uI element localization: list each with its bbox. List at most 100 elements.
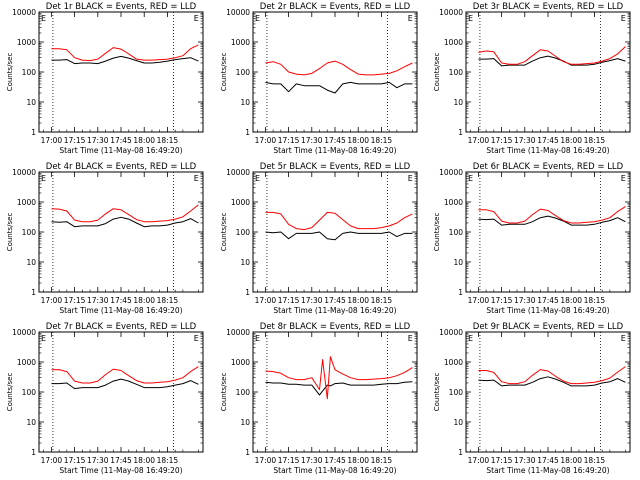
lld-series-line: [478, 206, 626, 224]
plot-frame: [38, 331, 204, 453]
y-tick-label: 10000: [439, 328, 463, 337]
x-axis-label: Start Time (11-May-08 16:49:20): [59, 466, 182, 475]
x-tick-label: 17:15: [278, 456, 300, 465]
x-tick-label: 17:30: [301, 456, 323, 465]
y-tick-label: 100: [236, 388, 251, 397]
x-tick-label: 17:30: [301, 136, 323, 145]
panel-det-6: Det 6r BLACK = Events, RED = LLD 1 10 100 10…: [433, 162, 631, 315]
corner-mark-right: E: [408, 334, 413, 343]
x-tick-label: 17:30: [514, 136, 536, 145]
x-tick-label: 17:15: [64, 136, 86, 145]
corner-mark-right: E: [408, 174, 413, 183]
y-tick-label: 1000: [444, 38, 463, 47]
y-tick-label: 10: [453, 258, 463, 267]
x-tick-label: 17:00: [468, 296, 490, 305]
x-tick-label: 17:45: [537, 456, 559, 465]
x-tick-label: 18:00: [347, 296, 369, 305]
events-series-line: [265, 81, 413, 94]
panel-title: Det 5r BLACK = Events, RED = LLD: [260, 162, 411, 172]
corner-mark-right: E: [194, 14, 199, 23]
y-tick-label: 1000: [17, 198, 36, 207]
panel-title: Det 2r BLACK = Events, RED = LLD: [260, 2, 411, 12]
y-tick-label: 1: [31, 288, 36, 297]
corner-mark-left: E: [468, 334, 473, 343]
corner-mark-left: E: [255, 174, 260, 183]
x-tick-label: 17:30: [301, 296, 323, 305]
panel-det-3: Det 3r BLACK = Events, RED = LLD 1 10 100 10…: [433, 2, 631, 155]
x-tick-label: 17:45: [110, 296, 132, 305]
y-tick-label: 1000: [231, 38, 250, 47]
x-tick-label: 18:00: [560, 136, 582, 145]
corner-mark-right: E: [194, 334, 199, 343]
plot-frame: [465, 331, 631, 453]
corner-mark-left: E: [41, 14, 46, 23]
y-tick-label: 1: [31, 128, 36, 137]
x-tick-label: 17:15: [491, 456, 513, 465]
x-tick-label: 17:30: [87, 456, 109, 465]
x-tick-label: 17:30: [87, 296, 109, 305]
panel-det-7: Det 7r BLACK = Events, RED = LLD 1 10 100 10…: [6, 322, 204, 475]
y-tick-label: 10: [453, 98, 463, 107]
x-tick-label: 18:15: [371, 456, 393, 465]
x-tick-label: 17:00: [468, 456, 490, 465]
y-axis-label: Counts/sec: [6, 53, 14, 92]
x-tick-label: 18:15: [157, 296, 179, 305]
lld-series-line: [51, 366, 199, 384]
y-tick-label: 100: [236, 68, 251, 77]
x-tick-label: 18:15: [157, 456, 179, 465]
y-tick-label: 10: [453, 418, 463, 427]
x-tick-label: 17:45: [324, 296, 346, 305]
x-tick-label: 17:30: [514, 456, 536, 465]
y-tick-label: 1: [245, 128, 250, 137]
x-tick-label: 18:00: [347, 456, 369, 465]
x-tick-label: 17:45: [537, 296, 559, 305]
y-tick-label: 10: [26, 418, 36, 427]
y-axis-label: Counts/sec: [220, 213, 228, 252]
x-tick-label: 18:15: [584, 296, 606, 305]
panel-det-8: Det 8r BLACK = Events, RED = LLD 1 10 100 10…: [220, 322, 418, 475]
corner-mark-right: E: [621, 334, 626, 343]
panel-title: Det 7r BLACK = Events, RED = LLD: [46, 322, 197, 332]
lld-series-line: [478, 46, 626, 65]
x-tick-label: 17:00: [255, 456, 277, 465]
y-tick-label: 1000: [17, 358, 36, 367]
y-axis-label: Counts/sec: [433, 53, 441, 92]
events-series-line: [265, 381, 413, 396]
y-tick-label: 10: [240, 98, 250, 107]
x-tick-label: 17:45: [324, 136, 346, 145]
x-tick-label: 17:00: [255, 296, 277, 305]
x-tick-label: 18:00: [347, 136, 369, 145]
y-tick-label: 100: [22, 68, 37, 77]
y-tick-label: 1000: [17, 38, 36, 47]
x-tick-label: 17:45: [324, 456, 346, 465]
plot-frame: [465, 171, 631, 293]
y-tick-label: 1: [245, 288, 250, 297]
y-axis-label: Counts/sec: [220, 53, 228, 92]
panel-det-5: Det 5r BLACK = Events, RED = LLD 1 10 100 10…: [220, 162, 418, 315]
y-tick-label: 100: [449, 68, 464, 77]
y-tick-label: 10: [26, 258, 36, 267]
x-tick-label: 18:00: [133, 456, 155, 465]
x-tick-label: 17:00: [41, 136, 63, 145]
corner-mark-left: E: [41, 334, 46, 343]
y-axis-label: Counts/sec: [433, 373, 441, 412]
x-tick-label: 17:15: [278, 296, 300, 305]
events-series-line: [478, 376, 626, 387]
lld-series-line: [51, 204, 199, 223]
y-tick-label: 1: [458, 128, 463, 137]
x-tick-label: 17:45: [110, 456, 132, 465]
panel-title: Det 3r BLACK = Events, RED = LLD: [473, 2, 624, 12]
y-tick-label: 10000: [439, 8, 463, 17]
corner-mark-right: E: [408, 14, 413, 23]
y-tick-label: 100: [236, 228, 251, 237]
y-tick-label: 100: [22, 388, 37, 397]
x-tick-label: 18:00: [133, 296, 155, 305]
y-tick-label: 10000: [12, 8, 36, 17]
plot-frame: [38, 11, 204, 133]
y-tick-label: 1: [458, 288, 463, 297]
corner-mark-left: E: [41, 174, 46, 183]
y-tick-label: 1000: [444, 358, 463, 367]
x-tick-label: 17:00: [41, 296, 63, 305]
lld-series-line: [51, 44, 199, 62]
